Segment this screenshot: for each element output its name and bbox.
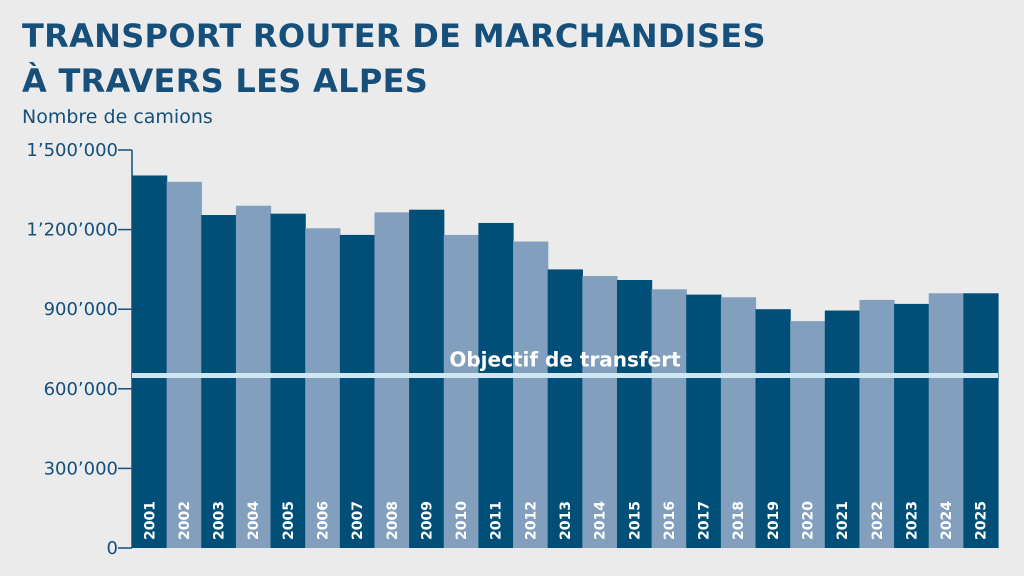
y-tick-label: 0 xyxy=(107,538,118,559)
y-tick-label: 900’000 xyxy=(44,299,118,320)
y-tick-label: 1’200’000 xyxy=(26,220,118,241)
bar-2013 xyxy=(547,269,583,548)
x-tick-label-2021: 2021 xyxy=(835,501,851,540)
x-tick-label-2004: 2004 xyxy=(246,501,262,540)
bar-2008 xyxy=(374,212,410,548)
y-axis: 0 300’000 600’000 900’000 1’200’000 1’500’000 xyxy=(26,140,133,559)
bar-2007 xyxy=(339,234,376,548)
x-tick-label-2005: 2005 xyxy=(281,501,297,540)
target-group: Objectif de transfert xyxy=(132,348,998,379)
bar-2024 xyxy=(928,293,964,548)
bar-2009 xyxy=(409,209,445,548)
x-tick-label-2025: 2025 xyxy=(974,501,990,540)
y-tick-label: 300’000 xyxy=(44,458,118,479)
bar-2014 xyxy=(582,276,618,548)
chart-title-line-1: TRANSPORT ROUTER DE MARCHANDISES xyxy=(22,17,766,55)
bar-2017 xyxy=(686,294,722,548)
x-tick-label-2014: 2014 xyxy=(593,501,609,540)
bar-2022 xyxy=(859,299,895,548)
chart-title: TRANSPORT ROUTER DE MARCHANDISES À TRAVE… xyxy=(22,14,766,104)
x-tick-label-2003: 2003 xyxy=(212,501,228,540)
y-tick-label: 1’500’000 xyxy=(26,140,118,161)
x-tick-label-2007: 2007 xyxy=(350,501,366,540)
x-tick-label-2023: 2023 xyxy=(904,501,920,540)
bar-2001 xyxy=(132,175,168,548)
bar-2025 xyxy=(963,293,999,548)
bar-2019 xyxy=(755,309,791,548)
x-tick-label-2015: 2015 xyxy=(627,501,643,540)
x-tick-label-2016: 2016 xyxy=(662,501,678,540)
x-tick-label-2010: 2010 xyxy=(454,501,470,540)
bar-2010 xyxy=(443,234,479,548)
bar-2002 xyxy=(166,181,202,548)
x-tick-label-2019: 2019 xyxy=(766,501,782,540)
bar-2018 xyxy=(720,297,757,548)
x-tick-label-2024: 2024 xyxy=(939,501,955,540)
x-tick-label-2013: 2013 xyxy=(558,501,574,540)
bar-2020 xyxy=(790,321,826,548)
bar-2015 xyxy=(616,280,653,548)
x-tick-label-2022: 2022 xyxy=(870,501,886,540)
x-tick-label-2002: 2002 xyxy=(177,501,193,540)
target-label: Objectif de transfert xyxy=(449,348,681,372)
chart-title-line-2: À TRAVERS LES ALPES xyxy=(22,62,429,100)
bar-2003 xyxy=(201,215,237,548)
bar-2021 xyxy=(824,310,861,548)
x-tick-label-2011: 2011 xyxy=(489,501,505,540)
bar-2023 xyxy=(894,303,930,548)
y-axis-unit-label: Nombre de camions xyxy=(22,106,213,128)
x-tick-label-2012: 2012 xyxy=(523,501,539,540)
x-tick-label-2006: 2006 xyxy=(316,501,332,540)
x-tick-label-2020: 2020 xyxy=(800,501,816,540)
y-tick-label: 600’000 xyxy=(44,379,118,400)
x-tick-labels: 2001 2002 2003 2004 2005 2006 2007 2008 2009 2010… xyxy=(142,501,989,540)
bar-2006 xyxy=(305,228,341,548)
x-tick-label-2018: 2018 xyxy=(731,501,747,540)
bar-2011 xyxy=(478,222,514,548)
x-tick-label-2008: 2008 xyxy=(385,501,401,540)
x-tick-label-2009: 2009 xyxy=(419,501,435,540)
x-tick-label-2017: 2017 xyxy=(697,501,713,540)
x-tick-label-2001: 2001 xyxy=(142,501,158,540)
bars-group xyxy=(132,175,999,549)
bar-2016 xyxy=(651,289,687,548)
bar-2005 xyxy=(270,213,306,548)
bar-2012 xyxy=(513,241,549,549)
